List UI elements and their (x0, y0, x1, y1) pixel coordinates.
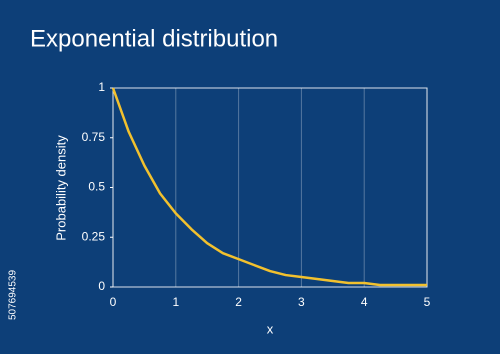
y-tick-label: 0.25 (82, 229, 106, 243)
y-tick-label: 0.75 (82, 130, 106, 144)
line (111, 87, 427, 287)
x-tick-label: 2 (235, 295, 242, 309)
y-axis-label: Probability density (53, 135, 68, 241)
x-tick-label: 0 (110, 295, 117, 309)
watermark-id: 507694539 (8, 270, 19, 320)
y-tick-label: 1 (98, 80, 105, 94)
plot-frame (112, 87, 428, 288)
y-tick-label: 0 (98, 279, 105, 293)
x-axis-label: x (267, 321, 274, 336)
x-tick-label: 3 (298, 295, 305, 309)
x-tick-label: 5 (424, 295, 431, 309)
chart-title: Exponential distribution (30, 25, 278, 52)
x-tick-label: 4 (361, 295, 368, 309)
y-tick-label: 0.5 (88, 180, 105, 194)
x-tick-label: 1 (172, 295, 179, 309)
